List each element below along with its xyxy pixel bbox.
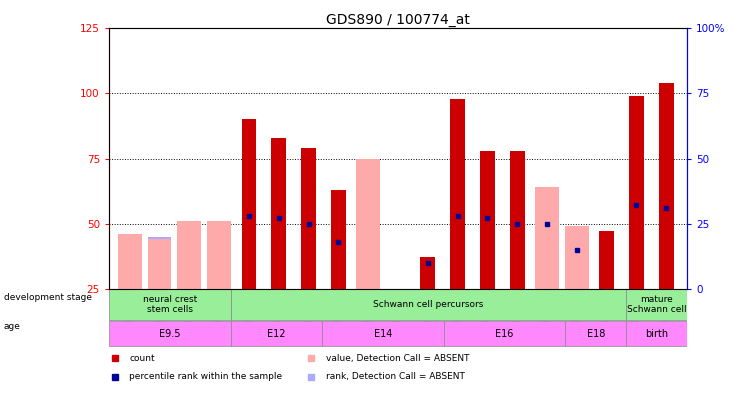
Bar xyxy=(118,234,142,289)
Bar xyxy=(331,190,346,289)
Bar xyxy=(177,234,201,289)
Bar xyxy=(565,226,589,289)
Bar xyxy=(626,321,687,346)
Bar xyxy=(231,289,626,320)
Text: count: count xyxy=(129,354,155,362)
Bar xyxy=(659,83,674,289)
Bar xyxy=(118,234,142,289)
Bar xyxy=(207,245,231,289)
Bar xyxy=(109,289,231,320)
Text: E12: E12 xyxy=(267,328,285,339)
Text: percentile rank within the sample: percentile rank within the sample xyxy=(129,372,282,381)
Bar xyxy=(109,321,231,346)
Bar xyxy=(626,289,687,320)
Text: E16: E16 xyxy=(496,328,514,339)
Bar xyxy=(450,99,465,289)
Text: E14: E14 xyxy=(374,328,392,339)
Text: birth: birth xyxy=(645,328,668,339)
Bar xyxy=(177,221,201,289)
Bar xyxy=(566,321,626,346)
Bar xyxy=(148,239,171,289)
Text: E18: E18 xyxy=(587,328,605,339)
Bar xyxy=(535,187,559,289)
Text: development stage: development stage xyxy=(4,293,92,302)
Bar xyxy=(242,119,256,289)
Text: E9.5: E9.5 xyxy=(159,328,180,339)
Bar xyxy=(322,321,444,346)
Bar xyxy=(148,237,171,289)
Bar xyxy=(231,321,322,346)
Text: value, Detection Call = ABSENT: value, Detection Call = ABSENT xyxy=(326,354,469,362)
Bar xyxy=(480,151,495,289)
Bar xyxy=(356,224,380,289)
Text: Schwann cell percursors: Schwann cell percursors xyxy=(373,300,484,309)
Text: age: age xyxy=(4,322,20,330)
Bar xyxy=(510,151,525,289)
Bar xyxy=(421,258,436,289)
Title: GDS890 / 100774_at: GDS890 / 100774_at xyxy=(326,13,470,27)
Text: rank, Detection Call = ABSENT: rank, Detection Call = ABSENT xyxy=(326,372,465,381)
Text: neural crest
stem cells: neural crest stem cells xyxy=(143,295,197,314)
Bar xyxy=(599,231,614,289)
Bar xyxy=(629,96,644,289)
Bar xyxy=(301,148,316,289)
Bar xyxy=(207,221,231,289)
Bar xyxy=(271,138,286,289)
Text: mature
Schwann cell: mature Schwann cell xyxy=(627,295,686,314)
Bar xyxy=(444,321,566,346)
Bar xyxy=(356,158,380,289)
